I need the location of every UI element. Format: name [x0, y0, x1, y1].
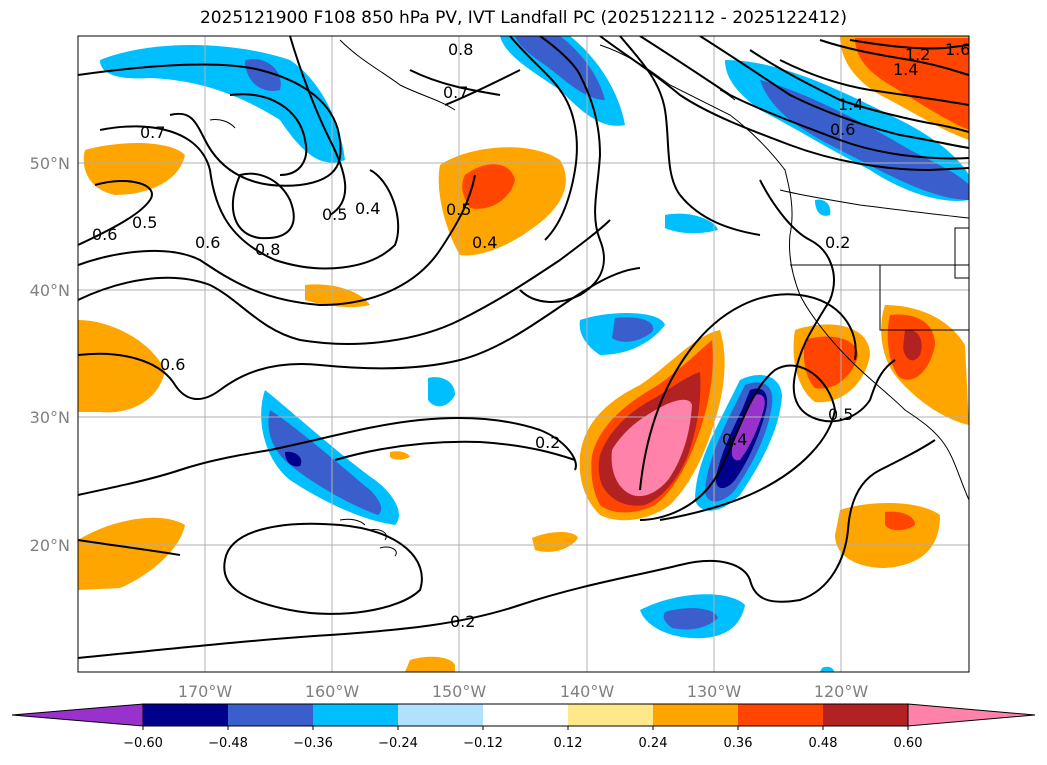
colorbar-tick-label: −0.24 — [378, 736, 418, 751]
gridlines — [78, 36, 969, 672]
colorbar-outline — [142, 703, 909, 727]
contour-label: 1.4 — [893, 60, 918, 79]
colorbar-segment — [568, 704, 653, 726]
contour-label: 0.4 — [722, 430, 747, 449]
latitude-labels: 50°N 40°N 30°N 20°N — [30, 154, 70, 555]
colorbar-tick-label: 0.36 — [724, 736, 753, 751]
colorbar-tick-label: 0.12 — [554, 736, 583, 751]
contour-label: 0.6 — [195, 233, 220, 252]
contour-label: 0.2 — [450, 612, 475, 631]
colorbar-tick-label: 0.48 — [809, 736, 838, 751]
colorbar-extend-low — [11, 703, 144, 727]
colorbar-segment — [228, 704, 313, 726]
colorbar-segment — [143, 704, 228, 726]
map-frame — [77, 35, 970, 673]
contour-label: 0.2 — [535, 433, 560, 452]
colorbar-segment — [313, 704, 398, 726]
colorbar-segment — [738, 704, 823, 726]
colorbar-segment — [483, 704, 568, 726]
contour-label: 1.2 — [905, 45, 930, 64]
contour-label: 0.4 — [472, 233, 497, 252]
contour-label: 0.2 — [825, 233, 850, 252]
latitude-label: 40°N — [30, 281, 70, 300]
pv-contours — [78, 36, 969, 659]
longitude-label: 130°W — [687, 682, 742, 701]
contour-label: 1.4 — [838, 95, 863, 114]
map-content — [78, 36, 969, 672]
colorbar-tick-label: 0.24 — [639, 736, 668, 751]
longitude-label: 160°W — [305, 682, 360, 701]
contour-label: 0.5 — [446, 200, 471, 219]
contour-label: 0.8 — [448, 40, 473, 59]
contour-label: 0.8 — [255, 240, 280, 259]
contour-label: 0.6 — [830, 120, 855, 139]
latitude-label: 50°N — [30, 154, 70, 173]
contour-label: 0.5 — [828, 405, 853, 424]
colorbar-tick-label: 0.60 — [894, 736, 923, 751]
longitude-label: 140°W — [560, 682, 615, 701]
contour-label: 1.6 — [945, 40, 970, 59]
latitude-label: 20°N — [30, 536, 70, 555]
colorbar-tick-label: −0.12 — [463, 736, 503, 751]
contour-label: 0.6 — [160, 355, 185, 374]
colorbar: −0.60 −0.48 −0.36 −0.24 −0.12 0.12 0.24 0.36 0.4… — [11, 703, 1036, 751]
colorbar-segment — [653, 704, 738, 726]
colorbar-tick-label: −0.60 — [123, 736, 163, 751]
contour-label: 0.7 — [140, 123, 165, 142]
latitude-label: 30°N — [30, 408, 70, 427]
colorbar-segment — [398, 704, 483, 726]
colorbar-tick-label: −0.36 — [293, 736, 333, 751]
contour-label: 0.5 — [322, 205, 347, 224]
pv-shading — [78, 36, 969, 672]
colorbar-extend-high — [907, 703, 1036, 727]
longitude-label: 150°W — [432, 682, 487, 701]
longitude-labels: 170°W 160°W 150°W 140°W 130°W 120°W — [178, 682, 869, 701]
longitude-label: 170°W — [178, 682, 233, 701]
map-title: 2025121900 F108 850 hPa PV, IVT Landfall… — [199, 8, 847, 28]
coastlines — [209, 39, 969, 557]
longitude-label: 120°W — [814, 682, 869, 701]
colorbar-tick-label: −0.48 — [208, 736, 248, 751]
contour-label: 0.7 — [443, 83, 468, 102]
contour-label: 0.4 — [355, 199, 380, 218]
contour-label: 0.6 — [92, 225, 117, 244]
colorbar-segment — [823, 704, 908, 726]
contour-labels: 0.8 0.7 0.7 0.6 0.5 0.6 0.8 0.5 0.4 0.5 … — [92, 40, 970, 631]
contour-label: 0.5 — [132, 213, 157, 232]
